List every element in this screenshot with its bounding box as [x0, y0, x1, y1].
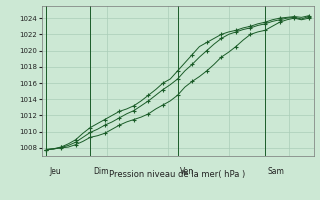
Text: Ven: Ven: [180, 167, 195, 176]
Text: Jeu: Jeu: [49, 167, 61, 176]
Text: Dim: Dim: [93, 167, 108, 176]
Text: Sam: Sam: [268, 167, 285, 176]
X-axis label: Pression niveau de la mer( hPa ): Pression niveau de la mer( hPa ): [109, 170, 246, 179]
